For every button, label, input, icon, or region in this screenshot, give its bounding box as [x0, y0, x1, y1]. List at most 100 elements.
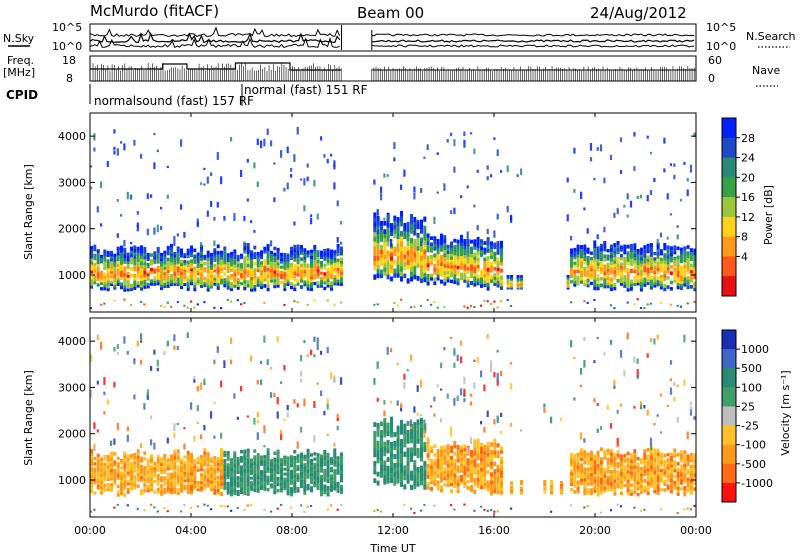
data-cell — [176, 233, 179, 237]
data-cell — [573, 397, 576, 401]
data-cell — [633, 506, 636, 509]
data-cell — [273, 258, 277, 262]
data-cell — [573, 460, 577, 464]
data-cell — [180, 282, 183, 287]
data-cell — [153, 479, 157, 484]
data-cell — [473, 242, 477, 247]
data-cell — [206, 263, 210, 267]
data-cell — [113, 253, 117, 257]
data-cell — [636, 274, 640, 278]
data-cell — [619, 465, 623, 470]
data-cell — [206, 478, 210, 483]
data-cell — [496, 475, 500, 480]
data-cell — [480, 242, 483, 247]
data-cell — [156, 468, 160, 472]
data-cell — [390, 431, 393, 438]
data-cell — [156, 482, 160, 486]
data-cell — [103, 488, 107, 492]
data-cell — [443, 451, 447, 456]
data-cell — [193, 480, 197, 484]
data-cell — [283, 458, 287, 461]
data-cell — [313, 253, 317, 257]
data-cell — [250, 220, 253, 223]
data-cell — [340, 260, 343, 264]
data-cell — [613, 243, 617, 247]
data-cell — [656, 448, 660, 453]
data-cell — [676, 489, 680, 493]
data-cell — [623, 247, 627, 252]
data-cell — [629, 468, 633, 472]
data-cell — [136, 466, 140, 471]
data-cell — [560, 481, 563, 483]
data-cell — [543, 487, 547, 490]
data-cell — [470, 456, 473, 461]
data-cell — [486, 165, 489, 170]
data-cell — [386, 255, 390, 261]
data-cell — [583, 487, 587, 492]
data-cell — [180, 458, 183, 462]
data-cell — [116, 462, 120, 466]
data-cell — [619, 350, 623, 358]
data-cell — [300, 471, 303, 475]
data-cell — [316, 284, 320, 288]
data-cell — [376, 458, 380, 464]
data-cell — [669, 466, 673, 471]
data-cell — [446, 473, 450, 478]
data-cell — [550, 484, 553, 487]
data-cell — [659, 252, 663, 256]
data-cell — [589, 469, 593, 474]
data-cell — [233, 454, 237, 459]
data-cell — [443, 347, 446, 351]
data-cell — [130, 453, 133, 457]
data-cell — [283, 258, 287, 262]
data-cell — [603, 489, 607, 493]
data-cell — [373, 378, 376, 385]
colorbar-swatch — [722, 463, 736, 484]
data-cell — [253, 476, 257, 480]
data-cell — [673, 486, 677, 491]
data-cell — [126, 266, 130, 270]
data-cell — [570, 280, 573, 284]
data-cell — [586, 250, 590, 254]
data-cell — [616, 461, 620, 466]
data-cell — [193, 287, 197, 292]
data-cell — [253, 274, 257, 279]
data-cell — [326, 267, 330, 271]
data-cell — [616, 269, 620, 274]
data-cell — [496, 468, 500, 473]
data-cell — [90, 449, 93, 453]
data-cell — [273, 276, 277, 280]
data-cell — [653, 461, 657, 465]
data-cell — [166, 475, 170, 479]
data-cell — [649, 462, 653, 466]
data-cell — [210, 487, 213, 491]
data-cell — [466, 470, 470, 475]
data-cell — [593, 457, 597, 461]
data-cell — [586, 473, 590, 477]
data-cell — [163, 479, 167, 483]
data-cell — [676, 234, 679, 240]
freq-nave-traces — [90, 62, 696, 81]
data-cell — [260, 475, 263, 478]
data-cell — [323, 484, 327, 489]
data-cell — [456, 281, 460, 286]
data-cell — [580, 248, 583, 252]
data-cell — [576, 458, 580, 463]
data-cell — [589, 481, 593, 486]
data-cell — [490, 442, 493, 447]
data-cell — [453, 166, 456, 173]
data-cell — [310, 255, 313, 259]
data-cell — [183, 443, 186, 450]
data-cell — [306, 354, 309, 357]
data-cell — [669, 472, 673, 476]
data-cell — [336, 249, 340, 254]
data-cell — [280, 257, 283, 262]
data-cell — [393, 142, 396, 150]
data-cell — [476, 466, 480, 471]
data-cell — [330, 269, 333, 274]
data-cell — [483, 466, 487, 471]
data-cell — [386, 227, 390, 233]
data-cell — [693, 300, 696, 303]
data-cell — [236, 280, 240, 285]
